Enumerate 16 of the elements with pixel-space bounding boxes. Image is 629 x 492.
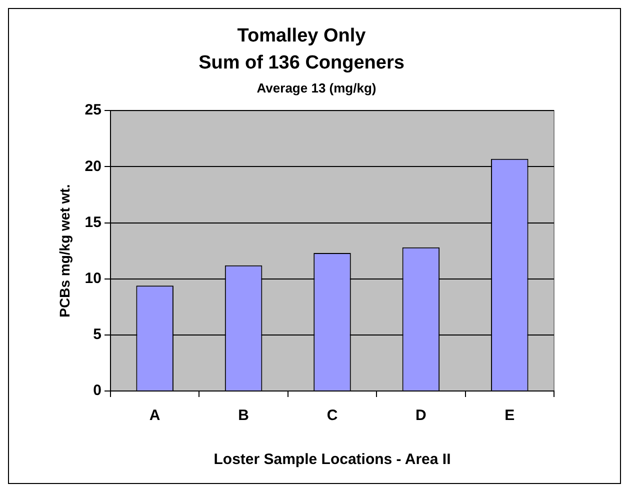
y-tick-label: 10 (84, 270, 102, 287)
y-tick-label: 5 (93, 326, 102, 344)
y-tick-label: 0 (93, 382, 102, 400)
y-tick-label: 20 (84, 158, 102, 175)
text: Average 13 (mg/kg) (256, 80, 376, 96)
x-tick-label: D (416, 407, 427, 424)
x-axis-title: Loster Sample Locations - Area II (214, 451, 451, 468)
x-tick-label: A (149, 407, 160, 424)
x-tick-label: C (326, 407, 338, 424)
y-tick-label: 15 (84, 214, 102, 231)
x-tick-label: B (238, 407, 250, 424)
chart-title: Tomalley Only (237, 26, 366, 47)
x-tick-label: E (504, 407, 515, 424)
y-tick-label: 25 (84, 102, 102, 119)
chart-subtitle: Sum of 136 Congeners (198, 52, 404, 74)
y-axis-title: PCBs mg/kg wet wt. (56, 184, 72, 318)
